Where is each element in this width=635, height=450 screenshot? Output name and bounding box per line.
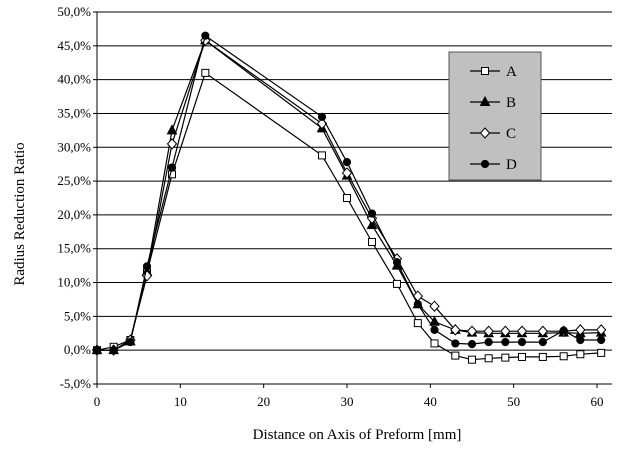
data-point-A: [343, 194, 351, 202]
data-point-A: [518, 352, 526, 361]
data-point-A: [576, 350, 585, 359]
legend-label: B: [506, 95, 516, 111]
x-tick-label: 30: [341, 394, 354, 409]
data-point-A: [368, 237, 376, 246]
data-point-D: [576, 335, 585, 345]
legend-item-B: B: [470, 95, 516, 111]
axes: [93, 11, 598, 388]
data-point-A: [451, 351, 460, 360]
legend-label: D: [506, 157, 517, 173]
data-point-D: [109, 346, 118, 355]
data-point-C: [516, 325, 528, 337]
data-point-A: [501, 353, 510, 362]
y-axis-title: Radius Reduction Ratio: [12, 142, 28, 285]
data-point-D: [467, 339, 477, 349]
data-point-D: [342, 158, 352, 167]
data-point-D: [367, 209, 377, 218]
data-point-B: [429, 315, 440, 326]
data-point-A: [413, 319, 422, 328]
x-tick-label: 60: [591, 394, 604, 409]
legend-marker-D: [480, 159, 490, 169]
x-axis-title: Distance on Axis of Preform [mm]: [253, 427, 462, 443]
y-tick-label: 0,0%: [64, 342, 91, 357]
data-point-C: [341, 167, 353, 179]
y-tick-label: 25,0%: [57, 173, 91, 188]
data-point-D: [484, 337, 493, 347]
y-tick-label: 15,0%: [57, 241, 91, 256]
y-tick-label: 10,0%: [57, 275, 91, 290]
data-point-D: [317, 112, 327, 121]
data-point-A: [597, 348, 606, 357]
x-tick-label: 10: [174, 394, 187, 409]
x-tick-label: 0: [94, 394, 101, 409]
data-point-C: [429, 300, 440, 312]
y-tick-label: 5,0%: [64, 308, 91, 323]
x-tick-label: 40: [424, 394, 437, 409]
y-tick-label: 50,0%: [57, 4, 91, 19]
data-point-B: [366, 218, 378, 230]
data-point-C: [466, 325, 478, 337]
data-series: [91, 31, 607, 364]
data-point-D: [167, 163, 177, 172]
legend-marker-B: [479, 95, 491, 106]
data-point-D: [559, 326, 568, 335]
x-tick-labels: 0 10 20 30 40 50 60: [94, 394, 604, 409]
data-point-D: [538, 337, 547, 347]
data-point-A: [559, 352, 568, 361]
data-point-A: [430, 339, 439, 348]
data-point-A: [393, 279, 401, 288]
legend-marker-A: [481, 67, 489, 75]
data-point-D: [517, 337, 527, 347]
y-tick-label: 40,0%: [57, 72, 91, 87]
y-tick-label: 35,0%: [57, 105, 91, 120]
data-point-D: [413, 300, 422, 309]
data-point-A: [484, 354, 493, 363]
data-point-D: [451, 339, 460, 348]
legend-item-C: C: [470, 126, 516, 142]
data-point-D: [92, 346, 102, 355]
legend-marker-C: [479, 127, 491, 139]
legend-item-D: D: [470, 157, 517, 173]
x-tick-label: 20: [257, 394, 270, 409]
data-point-A: [318, 151, 326, 160]
y-tick-label: 30,0%: [57, 139, 91, 154]
data-point-D: [597, 335, 606, 345]
data-point-D: [501, 337, 510, 347]
data-point-C: [166, 138, 178, 150]
y-tick-label: -5,0%: [60, 376, 92, 391]
data-point-C: [500, 325, 511, 337]
data-point-C: [450, 324, 461, 336]
data-point-D: [201, 31, 210, 40]
legend-label: A: [506, 64, 517, 80]
y-tick-labels: -5,0% 0,0% 5,0% 10,0% 15,0% 20,0% 25,0% 30,0% 35…: [57, 4, 91, 391]
data-point-D: [392, 258, 402, 267]
data-point-C: [595, 324, 607, 336]
legend-label: C: [506, 126, 516, 142]
y-tick-label: 45,0%: [57, 38, 91, 53]
data-point-C: [575, 324, 586, 336]
legend-item-A: A: [470, 64, 517, 80]
data-point-D: [142, 262, 152, 271]
legend-box: [448, 51, 542, 181]
data-point-C: [483, 325, 494, 337]
data-point-A: [538, 352, 547, 361]
data-point-A: [468, 355, 476, 364]
data-point-A: [201, 68, 210, 77]
x-tick-label: 50: [507, 394, 520, 409]
series-D: [92, 31, 606, 355]
data-point-C: [537, 325, 549, 337]
data-point-D: [126, 337, 135, 347]
data-point-D: [430, 325, 439, 334]
data-point-B: [166, 124, 178, 135]
y-tick-label: 20,0%: [57, 207, 91, 222]
